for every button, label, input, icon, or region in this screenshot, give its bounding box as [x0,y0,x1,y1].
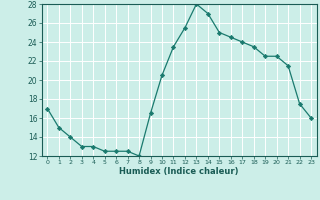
X-axis label: Humidex (Indice chaleur): Humidex (Indice chaleur) [119,167,239,176]
